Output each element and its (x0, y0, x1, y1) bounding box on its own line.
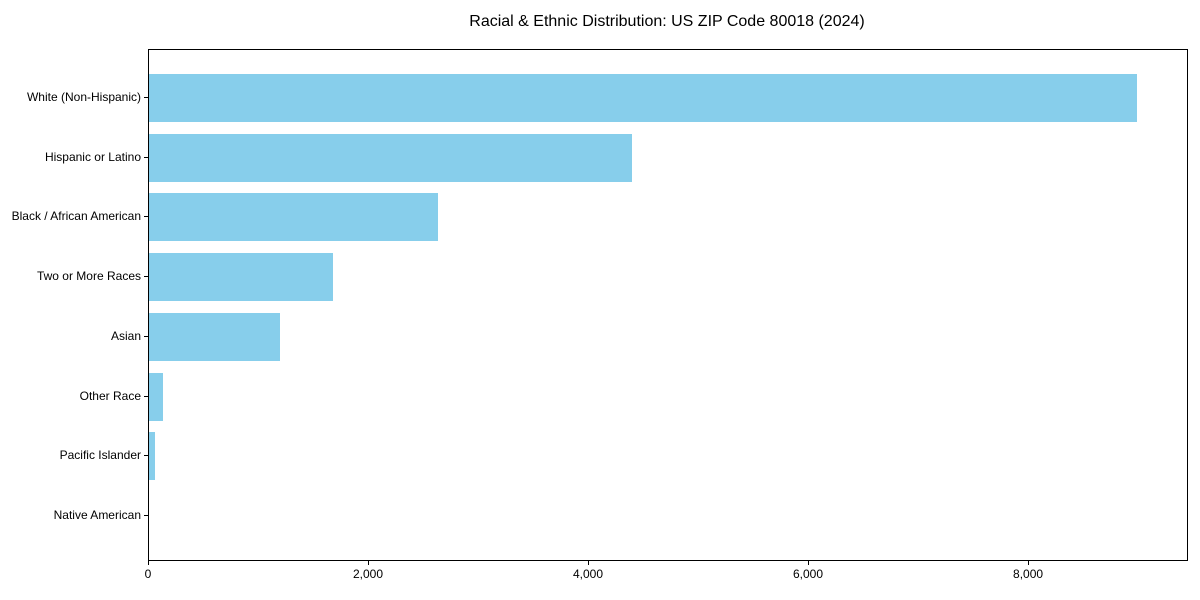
x-tick-label: 6,000 (793, 567, 824, 581)
bar-two-or-more-races (149, 253, 333, 302)
y-tick-mark (144, 156, 148, 158)
bar-asian (149, 312, 281, 361)
bar-black-african-american (149, 193, 438, 242)
x-tick-label: 0 (144, 567, 152, 581)
bar-white-non-hispanic (149, 74, 1137, 122)
y-tick-mark (144, 455, 148, 457)
y-tick-mark (144, 216, 148, 218)
x-tick-mark (588, 561, 590, 565)
plot-area (148, 49, 1188, 561)
y-axis-category-label: Hispanic or Latino (44, 149, 141, 164)
y-axis-category-label: Two or More Races (36, 269, 141, 284)
y-axis-category-label: White (Non-Hispanic) (26, 90, 141, 104)
y-axis-category-label: Black / African American (11, 209, 141, 224)
y-tick-mark (144, 395, 148, 397)
x-tick-mark (148, 561, 149, 565)
x-tick-label: 8,000 (1013, 567, 1044, 581)
y-tick-mark (144, 514, 148, 516)
y-axis-category-label: Pacific Islander (59, 448, 141, 463)
x-tick-mark (808, 561, 810, 565)
y-axis-category-label: Asian (110, 328, 141, 343)
x-tick-mark (1028, 561, 1030, 565)
y-tick-mark (144, 276, 148, 278)
bar-pacific-islander (149, 432, 155, 481)
y-tick-mark (144, 335, 148, 337)
x-tick-label: 2,000 (352, 567, 384, 581)
y-tick-mark (144, 97, 148, 98)
x-tick-mark (368, 561, 369, 565)
x-tick-label: 4,000 (573, 567, 604, 581)
y-axis-category-label: Other Race (79, 388, 141, 403)
bar-other-race (149, 372, 164, 421)
y-axis-category-label: Native American (53, 507, 141, 522)
chart-title: Racial & Ethnic Distribution: US ZIP Cod… (469, 13, 865, 30)
bar-hispanic-or-latino (149, 133, 632, 182)
